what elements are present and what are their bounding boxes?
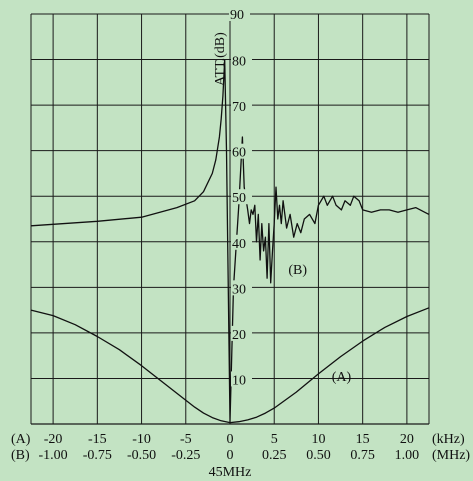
x-axis-a-tick-label: -20 bbox=[44, 432, 63, 447]
x-axis-a-tick-label: -10 bbox=[132, 432, 151, 447]
x-axis-b-prefix: (B) bbox=[11, 448, 30, 463]
x-axis-a-tick-label: -5 bbox=[180, 432, 192, 447]
x-axis-a-prefix: (A) bbox=[11, 432, 31, 447]
x-axis-b-unit: (MHz) bbox=[432, 448, 470, 463]
x-axis-a-tick-label: 20 bbox=[400, 432, 414, 447]
x-axis-b-tick-label: -0.25 bbox=[171, 448, 200, 463]
x-axis-b-tick-label: 0 bbox=[227, 448, 234, 463]
x-axis-a-tick-label: 10 bbox=[311, 432, 325, 447]
y-tick-label: 60 bbox=[232, 146, 246, 161]
series-line-a bbox=[30, 307, 430, 424]
y-tick-label: 20 bbox=[232, 328, 246, 343]
y-tick-label-bg bbox=[231, 52, 252, 68]
series-line-b bbox=[30, 58, 430, 423]
x-axis-b-tick-label: 0.25 bbox=[262, 448, 287, 463]
series-annotation-label: (A) bbox=[332, 370, 352, 385]
y-axis-label: ATT.(dB) bbox=[213, 32, 228, 86]
y-tick-label: 40 bbox=[232, 237, 246, 252]
y-tick-label: 70 bbox=[232, 100, 246, 115]
x-axis-b-tick-label: -1.00 bbox=[39, 448, 68, 463]
center-frequency-label: 45MHz bbox=[209, 465, 252, 480]
y-tick-label-bg bbox=[231, 143, 252, 159]
y-tick-label-bg bbox=[231, 189, 252, 205]
y-tick-label-bg bbox=[231, 371, 252, 387]
y-tick-label-bg bbox=[229, 6, 250, 21]
y-tick-label: 30 bbox=[232, 282, 246, 297]
x-axis-b-tick-label: -0.75 bbox=[83, 448, 112, 463]
x-axis-b-tick-label: 0.50 bbox=[306, 448, 331, 463]
x-axis-a-unit: (kHz) bbox=[432, 432, 465, 447]
y-tick-label-bg bbox=[231, 325, 252, 341]
x-axis-a-tick-label: -15 bbox=[88, 432, 107, 447]
x-axis-b-tick-label: 1.00 bbox=[395, 448, 420, 463]
label-layer: (A) (B) (kHz) (MHz) 45MHz 10203040506070… bbox=[11, 6, 470, 480]
y-tick-label-bg bbox=[231, 280, 252, 296]
series-layer bbox=[30, 58, 430, 424]
x-axis-a-tick-label: 0 bbox=[227, 432, 234, 447]
x-axis-b-tick-label: 0.75 bbox=[350, 448, 375, 463]
x-axis-b-tick-label: -0.50 bbox=[127, 448, 156, 463]
series-annotation-label: (B) bbox=[288, 263, 307, 278]
y-tick-label-bg bbox=[231, 234, 252, 250]
y-tick-label: 50 bbox=[232, 191, 246, 206]
y-tick-label: 90 bbox=[230, 8, 244, 23]
y-tick-label-bg bbox=[231, 98, 252, 114]
y-tick-label: 80 bbox=[232, 55, 246, 70]
x-axis-a-tick-label: 5 bbox=[271, 432, 278, 447]
x-axis-a-tick-label: 15 bbox=[356, 432, 370, 447]
grid bbox=[30, 13, 430, 425]
y-tick-label: 10 bbox=[232, 373, 246, 388]
